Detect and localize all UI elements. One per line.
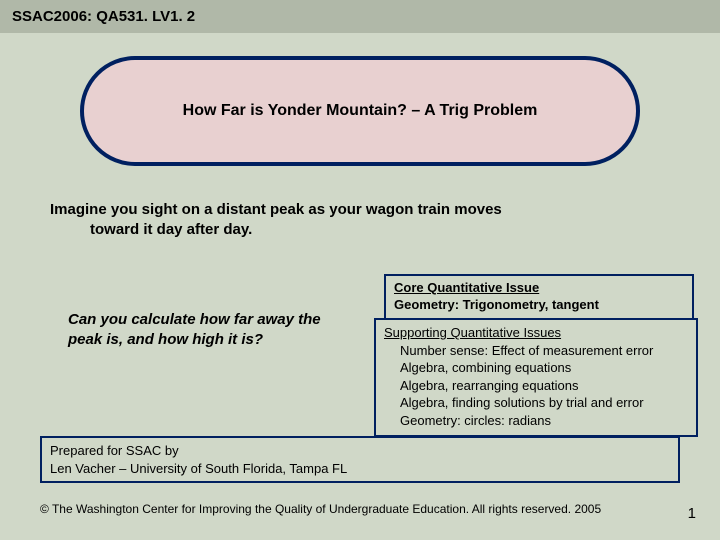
intro-text: Imagine you sight on a distant peak as y… [50,200,650,241]
support-item: Algebra, combining equations [384,359,688,377]
copyright-text: © The Washington Center for Improving th… [40,502,601,516]
core-issue-title: Core Quantitative Issue [394,280,684,297]
support-item: Algebra, rearranging equations [384,377,688,395]
supporting-issues-box: Supporting Quantitative Issues Number se… [374,318,698,437]
title-bubble: How Far is Yonder Mountain? – A Trig Pro… [80,56,640,166]
intro-line2: toward it day after day. [50,220,650,240]
prepared-line2: Len Vacher – University of South Florida… [50,460,670,478]
intro-line1: Imagine you sight on a distant peak as y… [50,201,502,218]
supporting-title: Supporting Quantitative Issues [384,324,688,342]
page-number: 1 [688,505,696,522]
course-code: SSAC2006: QA531. LV1. 2 [12,8,195,25]
slide-title: How Far is Yonder Mountain? – A Trig Pro… [183,102,538,120]
slide-header: SSAC2006: QA531. LV1. 2 [0,0,720,33]
support-item: Algebra, finding solutions by trial and … [384,394,688,412]
prepared-by-box: Prepared for SSAC by Len Vacher – Univer… [40,436,680,483]
prepared-line1: Prepared for SSAC by [50,442,670,460]
question-text: Can you calculate how far away the peak … [68,310,328,351]
core-issue-geom: Geometry: Trigonometry, tangent [394,297,684,314]
support-item: Number sense: Effect of measurement erro… [384,342,688,360]
support-item: Geometry: circles: radians [384,412,688,430]
core-issue-box: Core Quantitative Issue Geometry: Trigon… [384,274,694,320]
